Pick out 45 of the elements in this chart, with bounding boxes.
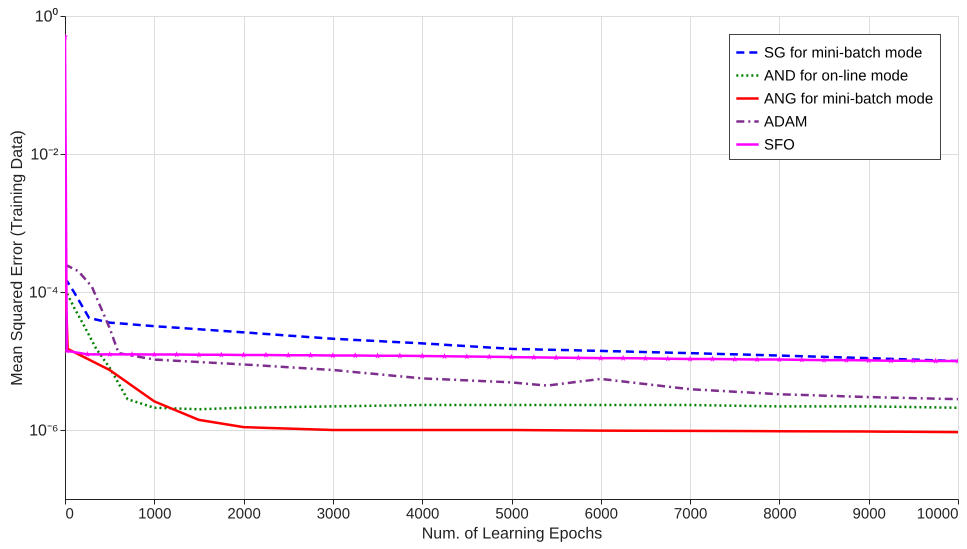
legend-label: SFO xyxy=(764,136,795,154)
y-tick-label: 10⁰ xyxy=(34,8,58,26)
point xyxy=(285,352,292,358)
point xyxy=(106,350,113,358)
point xyxy=(575,354,582,361)
point xyxy=(530,354,538,360)
point xyxy=(84,350,91,358)
legend-label: ADAM xyxy=(764,114,808,130)
point xyxy=(866,357,872,364)
point xyxy=(686,356,694,362)
x-tick-label: 1000 xyxy=(138,506,172,522)
x-tick-label: 5000 xyxy=(495,506,529,522)
y-tick-label: 10⁻² xyxy=(30,146,60,164)
x-axis-title: Num. of Learning Epochs xyxy=(422,526,602,542)
x-tick-label: 0 xyxy=(66,506,74,522)
y-tick-label: 10⁻⁴ xyxy=(28,284,59,302)
line-series xyxy=(65,263,958,400)
point xyxy=(218,351,224,358)
point xyxy=(396,352,404,359)
y-axis-title: Mean Squared Error (Training Data) xyxy=(8,130,26,386)
x-tick-label: 4000 xyxy=(406,506,440,522)
point xyxy=(932,358,939,364)
point xyxy=(262,352,270,358)
x-tick-label: 10000 xyxy=(916,506,958,522)
point xyxy=(330,352,336,358)
x-tick-label: 6000 xyxy=(584,506,618,522)
x-tick-label: 7000 xyxy=(674,506,708,522)
point xyxy=(709,356,716,362)
point xyxy=(240,352,247,358)
point xyxy=(419,352,426,359)
x-tick-label: 8000 xyxy=(763,506,797,522)
point xyxy=(128,350,136,358)
y-tick-label: 10⁻⁶ xyxy=(29,422,58,440)
x-tick-label: 9000 xyxy=(852,506,886,522)
point xyxy=(754,356,760,362)
legend-label: AND for on-line mode xyxy=(764,68,908,84)
point xyxy=(352,352,358,358)
point xyxy=(910,357,917,364)
x-tick-label: 3000 xyxy=(316,506,350,522)
point xyxy=(798,356,805,363)
x-tick-label: 2000 xyxy=(227,506,261,522)
point xyxy=(642,355,649,362)
legend-label: ANG for mini-batch mode xyxy=(764,90,934,108)
legend-label: SG for mini-batch mode xyxy=(764,44,922,62)
point xyxy=(776,356,783,362)
